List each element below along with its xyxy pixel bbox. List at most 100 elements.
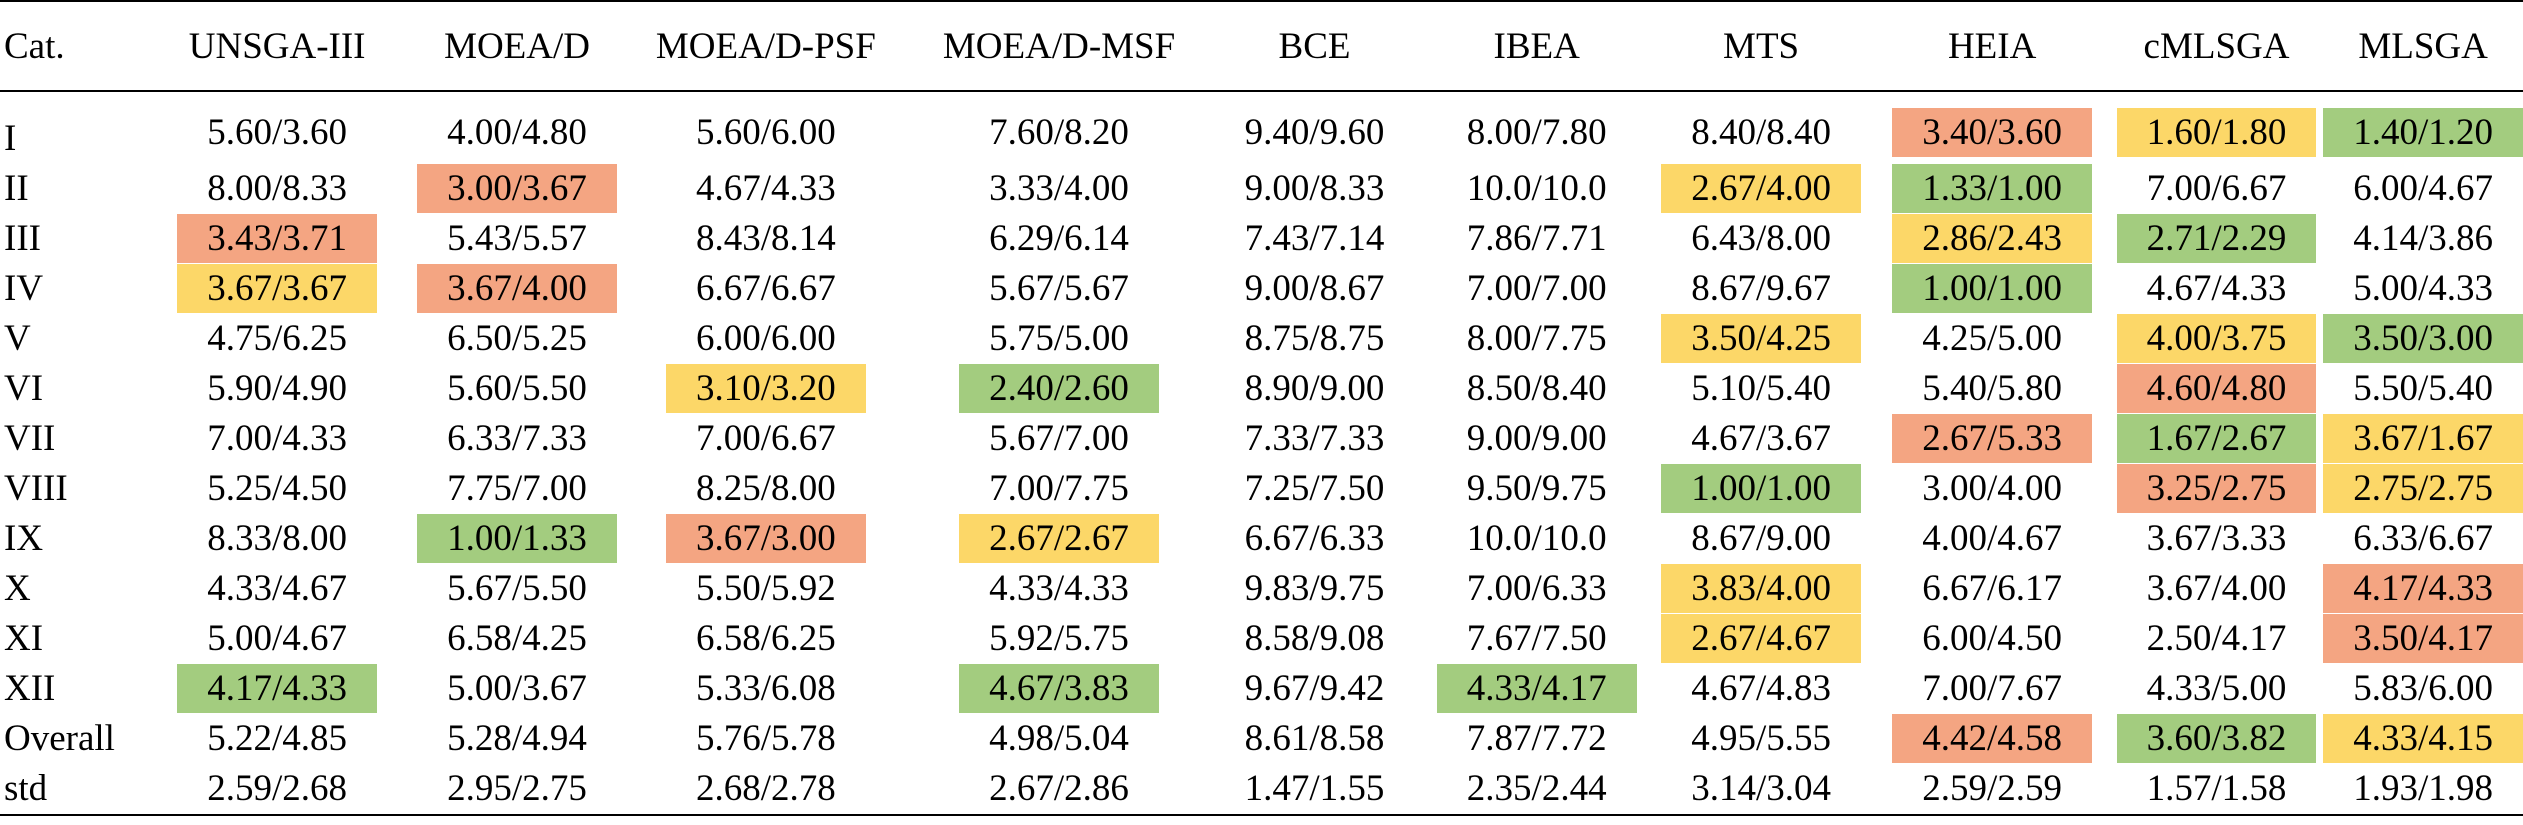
table-cell: 7.75/7.00 bbox=[417, 463, 617, 513]
table-cell: 4.67/3.83 bbox=[915, 663, 1204, 713]
highlighted-cell-value-green: 1.67/2.67 bbox=[2116, 413, 2317, 463]
table-cell: 2.67/2.67 bbox=[915, 513, 1204, 563]
highlighted-cell-value-green: 1.33/1.00 bbox=[1892, 163, 2093, 213]
cell-value: 4.33/4.33 bbox=[989, 567, 1129, 609]
table-cell: 7.43/7.14 bbox=[1203, 213, 1425, 263]
table-cell: 4.33/5.00 bbox=[2110, 663, 2323, 713]
cell-value: 5.50/5.92 bbox=[695, 567, 836, 609]
table-cell: 9.40/9.60 bbox=[1203, 91, 1425, 163]
highlighted-cell-value-green: 3.50/3.00 bbox=[2323, 313, 2523, 363]
table-row: VII 7.00/4.33 6.33/7.33 7.00/6.67 5.67/7.00 7… bbox=[0, 413, 2523, 463]
table-cell: 8.75/8.75 bbox=[1203, 313, 1425, 363]
table-cell: 6.33/6.67 bbox=[2323, 513, 2523, 563]
table-cell: 1.60/1.80 bbox=[2110, 91, 2323, 163]
table-cell: 6.67/6.17 bbox=[1874, 563, 2109, 613]
cell-value: 7.00/6.33 bbox=[1466, 567, 1607, 609]
table-cell: 5.67/7.00 bbox=[915, 413, 1204, 463]
cell-value: 4.67/4.33 bbox=[695, 167, 836, 209]
table-cell: 4.00/4.80 bbox=[417, 91, 617, 163]
highlighted-cell-value-red: 4.42/4.58 bbox=[1892, 713, 2093, 763]
cell-value: 8.58/9.08 bbox=[1244, 617, 1385, 659]
cell-value: 5.67/5.67 bbox=[989, 267, 1129, 309]
cell-value: 7.00/7.00 bbox=[1466, 267, 1607, 309]
table-cell: 4.75/6.25 bbox=[137, 313, 417, 363]
cell-value: 6.67/6.67 bbox=[695, 267, 836, 309]
table-cell: 8.90/9.00 bbox=[1203, 363, 1425, 413]
table-cell: 3.60/3.82 bbox=[2110, 713, 2323, 763]
table-cell: 2.71/2.29 bbox=[2110, 213, 2323, 263]
cell-value: 6.33/7.33 bbox=[447, 417, 587, 459]
table-cell: 4.42/4.58 bbox=[1874, 713, 2109, 763]
table-cell: 7.25/7.50 bbox=[1203, 463, 1425, 513]
cell-value: 9.00/8.33 bbox=[1244, 167, 1385, 209]
highlighted-cell-value-yellow: 1.60/1.80 bbox=[2116, 108, 2317, 157]
cell-value: 5.60/3.60 bbox=[207, 112, 348, 153]
column-header: cMLSGA bbox=[2109, 0, 2324, 92]
table-cell: 5.50/5.92 bbox=[617, 563, 915, 613]
cell-value: 5.00/4.67 bbox=[207, 617, 348, 659]
cell-value: 8.43/8.14 bbox=[695, 217, 836, 259]
table-cell: 5.60/5.50 bbox=[417, 363, 617, 413]
table-cell: 7.00/7.75 bbox=[915, 463, 1204, 513]
highlighted-cell-value-green: 2.71/2.29 bbox=[2116, 213, 2317, 263]
table-row: Overall 5.22/4.85 5.28/4.94 5.76/5.78 4.98/5… bbox=[0, 713, 2523, 763]
cell-value: 8.90/9.00 bbox=[1244, 367, 1385, 409]
cell-value: 4.98/5.04 bbox=[989, 717, 1129, 759]
table-cell: 8.25/8.00 bbox=[617, 463, 915, 513]
column-header: MOEA/D-MSF bbox=[914, 0, 1204, 92]
table-cell: 7.00/7.67 bbox=[1874, 663, 2109, 713]
cell-value: 1.47/1.55 bbox=[1244, 768, 1385, 809]
table-cell: 4.17/4.33 bbox=[137, 663, 417, 713]
table-cell: 9.00/9.00 bbox=[1426, 413, 1648, 463]
table-cell: 2.40/2.60 bbox=[915, 363, 1204, 413]
highlighted-cell-value-red: 3.43/3.71 bbox=[177, 213, 378, 263]
highlighted-cell-value-green: 4.67/3.83 bbox=[959, 663, 1159, 713]
cell-value: 2.35/2.44 bbox=[1466, 768, 1607, 809]
table-cell: 5.25/4.50 bbox=[137, 463, 417, 513]
cell-value: 4.33/4.67 bbox=[207, 567, 348, 609]
cell-value: 5.28/4.94 bbox=[447, 717, 587, 759]
table-cell: 3.50/4.25 bbox=[1648, 313, 1875, 363]
table-cell: 6.50/5.25 bbox=[417, 313, 617, 363]
cell-value: 8.61/8.58 bbox=[1244, 717, 1385, 759]
table-cell: 4.67/4.33 bbox=[2110, 263, 2323, 313]
cell-value: 9.83/9.75 bbox=[1244, 567, 1385, 609]
highlighted-cell-value-yellow: 4.00/3.75 bbox=[2116, 313, 2317, 363]
table-body: I 5.60/3.60 4.00/4.80 5.60/6.00 7.60/8.20 9.4… bbox=[0, 91, 2523, 816]
table-cell: 5.83/6.00 bbox=[2323, 663, 2523, 713]
table-cell: 2.59/2.59 bbox=[1874, 763, 2110, 816]
table-row: VIII 5.25/4.50 7.75/7.00 8.25/8.00 7.00/7.75… bbox=[0, 463, 2523, 513]
table-cell: 2.68/2.78 bbox=[617, 763, 915, 816]
column-header: IBEA bbox=[1425, 0, 1648, 92]
cell-value: 3.67/3.33 bbox=[2146, 517, 2287, 559]
table-cell: 7.00/7.00 bbox=[1426, 263, 1648, 313]
cell-value: 5.22/4.85 bbox=[207, 717, 348, 759]
highlighted-cell-value-red: 4.60/4.80 bbox=[2116, 363, 2317, 413]
table-cell: 3.00/4.00 bbox=[1874, 463, 2109, 513]
row-category-label: std bbox=[0, 763, 138, 816]
table-cell: 6.00/4.67 bbox=[2323, 163, 2523, 213]
cell-value: 7.00/6.67 bbox=[2146, 167, 2287, 209]
cell-value: 5.00/4.33 bbox=[2353, 267, 2493, 309]
cell-value: 5.92/5.75 bbox=[989, 617, 1129, 659]
column-header: MOEA/D-PSF bbox=[617, 0, 915, 92]
highlighted-cell-value-red: 3.40/3.60 bbox=[1892, 108, 2093, 157]
table-cell: 7.00/6.67 bbox=[2110, 163, 2323, 213]
table-cell: 8.61/8.58 bbox=[1203, 713, 1425, 763]
table-cell: 4.33/4.67 bbox=[137, 563, 417, 613]
table-cell: 5.28/4.94 bbox=[417, 713, 617, 763]
row-category-label: I bbox=[4, 118, 17, 159]
table-cell: 3.67/4.00 bbox=[417, 263, 617, 313]
table-row: I 5.60/3.60 4.00/4.80 5.60/6.00 7.60/8.20 9.4… bbox=[0, 91, 2523, 163]
table-cell: 1.00/1.00 bbox=[1874, 263, 2109, 313]
table-cell: 2.86/2.43 bbox=[1874, 213, 2109, 263]
cell-value: 7.00/6.67 bbox=[695, 417, 836, 459]
table-cell: 5.50/5.40 bbox=[2323, 363, 2523, 413]
table-cell: 6.67/6.33 bbox=[1203, 513, 1425, 563]
table-row: std 2.59/2.68 2.95/2.75 2.68/2.78 2.67/2.86 1… bbox=[0, 763, 2523, 816]
cell-value: 8.25/8.00 bbox=[695, 467, 836, 509]
table-cell: 2.75/2.75 bbox=[2323, 463, 2523, 513]
cell-value: 9.50/9.75 bbox=[1466, 467, 1607, 509]
table-cell: 4.67/3.67 bbox=[1648, 413, 1875, 463]
